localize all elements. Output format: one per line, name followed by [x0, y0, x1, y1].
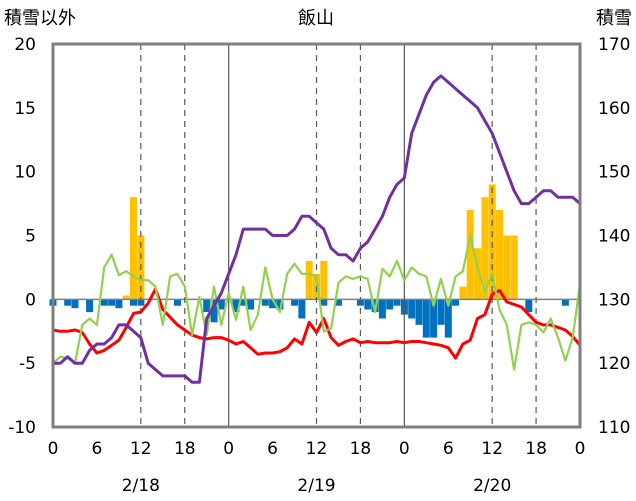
bar	[525, 299, 533, 313]
bar	[452, 299, 460, 306]
bar	[261, 299, 269, 306]
right-tick-label: 150	[598, 163, 630, 183]
left-tick-label: 15	[14, 99, 36, 119]
left-tick-label: 20	[14, 35, 36, 55]
left-axis-title: 積雪以外	[4, 8, 76, 29]
date-labels: 2/18 2/19 2/20	[122, 476, 512, 496]
bar	[474, 248, 482, 300]
right-tick-label: 170	[598, 35, 630, 55]
bar	[364, 299, 372, 310]
series-line-snow_depth_line	[51, 74, 582, 384]
bar	[466, 210, 474, 300]
bar	[488, 184, 496, 300]
right-tick-label: 140	[598, 227, 630, 247]
x-tick-label: 18	[525, 439, 547, 459]
bar	[276, 299, 284, 310]
x-tick-label: 0	[223, 439, 234, 459]
x-tick-label: 6	[443, 439, 454, 459]
bar	[298, 299, 306, 319]
bar	[393, 299, 401, 306]
bar	[232, 299, 240, 313]
right-tick-label: 160	[598, 99, 630, 119]
right-tick-label: 130	[598, 290, 630, 310]
series-line-green_line	[51, 234, 582, 371]
x-tick-label: 18	[174, 439, 196, 459]
plot-frame	[51, 42, 582, 429]
right-tick-label: 110	[598, 418, 630, 438]
x-tick-label: 6	[267, 439, 278, 459]
bar	[305, 261, 313, 300]
date-label: 2/18	[122, 476, 160, 496]
bar	[430, 299, 438, 338]
bar	[203, 299, 211, 313]
bar	[386, 299, 394, 310]
bar	[100, 299, 108, 306]
bar	[210, 299, 218, 323]
bar	[239, 299, 247, 306]
bar	[320, 299, 328, 306]
bar	[437, 299, 445, 325]
date-label: 2/20	[473, 476, 511, 496]
bar	[496, 210, 503, 300]
left-tick-label: 5	[25, 227, 36, 247]
grid-layer	[140, 44, 537, 427]
chart-title: 飯山	[298, 8, 334, 29]
bar	[217, 299, 225, 310]
bars-layer	[49, 184, 569, 338]
right-tick-label: 120	[598, 354, 630, 374]
bar	[503, 235, 511, 300]
x-tick-label: 0	[575, 439, 586, 459]
right-axis-title: 積雪	[596, 8, 632, 29]
bar	[130, 197, 137, 300]
bar	[459, 286, 467, 300]
left-tick-label: 10	[14, 163, 36, 183]
series-line-red_line	[51, 287, 582, 360]
right-axis-ticks: 170 160 150 140 130 120 110	[598, 35, 630, 438]
bar	[415, 299, 423, 325]
left-tick-label: 0	[25, 290, 36, 310]
bar	[115, 299, 123, 309]
x-tick-label: 12	[306, 439, 328, 459]
left-axis-ticks: 20 15 10 5 0 -5 -10	[8, 35, 36, 438]
bar	[335, 299, 342, 306]
x-tick-label: 18	[350, 439, 372, 459]
bar	[174, 299, 181, 306]
date-label: 2/19	[297, 476, 335, 496]
bar	[64, 299, 72, 306]
bar	[561, 299, 569, 306]
left-tick-label: -5	[19, 354, 36, 374]
bar	[408, 299, 416, 319]
bar	[481, 197, 489, 300]
bar	[378, 299, 386, 319]
bar	[510, 235, 518, 300]
bar	[108, 299, 116, 306]
x-tick-label: 12	[481, 439, 503, 459]
bar	[86, 299, 94, 313]
x-tick-label: 0	[399, 439, 410, 459]
x-tick-label: 12	[130, 439, 152, 459]
bar	[130, 299, 137, 306]
left-tick-label: -10	[8, 418, 36, 438]
bar	[269, 299, 277, 309]
lines-layer	[51, 74, 582, 384]
bar	[291, 299, 299, 306]
x-tick-label: 0	[48, 439, 59, 459]
bar	[444, 299, 452, 338]
bar	[320, 261, 328, 300]
x-tick-label: 6	[91, 439, 102, 459]
bar	[71, 299, 79, 309]
bar	[247, 299, 255, 310]
x-axis-ticks: 0 6 12 18 0 6 12 18 0 6 12 18 0	[48, 439, 586, 459]
bar	[422, 299, 430, 338]
bar	[122, 295, 130, 300]
